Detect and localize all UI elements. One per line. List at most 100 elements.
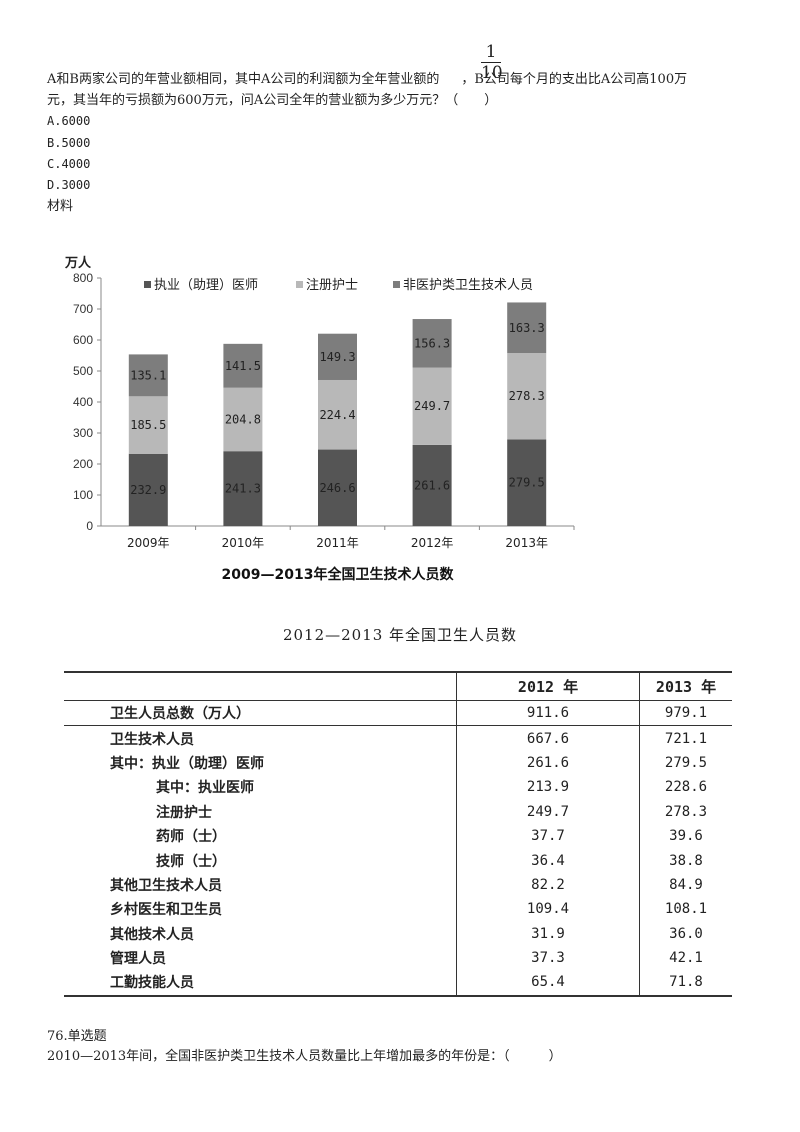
data-label: 204.8 [225,412,261,426]
table-row: 卫生技术人员 667.6 721.1 [64,725,732,751]
option-d[interactable]: D.3000 [47,178,91,192]
data-label: 278.3 [509,389,545,403]
table-row-label: 其中：执业医师 [156,780,254,797]
table-header-row: 2012 年 2013 年 [64,672,732,701]
table-cell-2012: 213.9 [456,775,640,800]
question-76-text: 2010—2013年间，全国非医护类卫生技术人员数量比上年增加最多的年份是：（ … [47,1049,562,1064]
data-label: 141.5 [225,359,261,373]
chart-bars: 232.9 185.5 135.1 241.3 204.8 141.5 246.6 224.4… [128,302,547,526]
question-line-2: 元，其当年的亏损额为600万元，问A公司全年的营业额为多少万元？（ ） [47,93,498,108]
table-cell-2013: 42.1 [639,945,732,971]
table-row: 药师（士） 37.7 39.6 [64,823,732,849]
option-c[interactable]: C.4000 [47,157,91,171]
table-cell-2013: 38.8 [639,848,732,873]
data-label: 224.4 [319,408,355,422]
table-cell-2013: 108.1 [639,897,732,922]
table-cell-2012: 911.6 [456,700,640,726]
table-row: 乡村医生和卫生员 109.4 108.1 [64,897,732,922]
table-cell-2013: 39.6 [639,823,732,849]
table-row: 技师（士） 36.4 38.8 [64,848,732,873]
x-tick-label: 2013年 [505,536,548,550]
table-row: 其中：执业医师 213.9 228.6 [64,775,732,800]
legend-entry: 非医护类卫生技术人员 [403,278,533,293]
table-row-label: 注册护士 [156,804,212,821]
table-cell-2013: 228.6 [639,775,732,800]
y-tick-label: 0 [86,519,93,533]
material-label: 材料 [47,199,74,214]
question-line-1-after: ，B公司每个月的支出比A公司高100万 [461,72,688,87]
table-cell-2012: 36.4 [456,848,640,873]
staff-table: 2012 年 2013 年 卫生人员总数（万人） 911.6 979.1 卫生技术人员… [64,671,732,997]
y-tick-label: 100 [73,488,93,502]
table-cell-2012: 261.6 [456,750,640,776]
table-title: 2012—2013 年全国卫生人员数 [282,626,518,644]
table-row-label: 其他技术人员 [110,926,194,943]
table-header-2013: 2013 年 [639,672,732,701]
chart-legend: 执业（助理）医师 注册护士 非医护类卫生技术人员 [144,278,533,293]
fraction-one-tenth: 1 10 [481,42,503,82]
legend-entry: 注册护士 [306,278,358,293]
y-tick-label: 300 [73,426,93,440]
bar-segment [507,302,547,354]
x-tick-label: 2011年 [316,536,359,550]
fraction-bar [481,62,501,63]
bar-segment [507,353,547,440]
bar-segment [318,379,357,450]
data-label: 279.5 [509,476,545,490]
bar-segment [223,451,263,526]
option-b[interactable]: B.5000 [47,136,91,150]
table-row-label: 乡村医生和卫生员 [110,902,222,919]
table-cell-2012: 249.7 [456,799,640,824]
table-header-2012: 2012 年 [456,672,640,701]
data-label: 163.3 [509,321,545,335]
bar-segment [507,439,547,526]
table-row-label: 其中：执业（助理）医师 [110,755,264,772]
legend-swatch [144,281,151,288]
table-cell-2012: 667.6 [456,725,640,751]
data-label: 261.6 [414,478,450,492]
table-cell-2012: 109.4 [456,897,640,922]
table-cell-2013: 721.1 [639,725,732,751]
legend-swatch [296,281,303,288]
table-header-label [64,672,457,701]
data-label: 185.5 [130,418,166,432]
x-tick-label: 2009年 [127,536,170,550]
data-label: 241.3 [225,482,261,496]
table-row-label: 技师（士） [156,853,226,870]
table-cell-2013: 278.3 [639,799,732,824]
y-tick-label: 700 [73,302,93,316]
data-label: 232.9 [130,483,166,497]
bar-segment [318,333,357,380]
table-row-label: 工勤技能人员 [110,975,194,992]
x-tick-label: 2010年 [222,536,265,550]
option-a[interactable]: A.6000 [47,114,91,128]
table-row: 注册护士 249.7 278.3 [64,799,732,824]
table-cell-2013: 279.5 [639,750,732,776]
table-cell-2013: 36.0 [639,921,732,946]
y-tick-label: 400 [73,395,93,409]
table-cell-2013: 84.9 [639,872,732,898]
bar-segment [412,319,452,368]
table-cell-2012: 37.7 [456,823,640,849]
table-body: 卫生人员总数（万人） 911.6 979.1 卫生技术人员 667.6 721.1 其中：执… [64,700,732,996]
bar-segment [223,343,263,388]
legend-swatch [393,281,400,288]
table-cell-2012: 82.2 [456,872,640,898]
data-label: 149.3 [319,350,355,364]
fraction-numerator: 1 [485,42,497,62]
x-tick-label: 2012年 [411,536,454,550]
table-cell-2012: 37.3 [456,945,640,971]
legend-entry: 执业（助理）医师 [154,278,258,293]
table-row: 工勤技能人员 65.4 71.8 [64,970,732,996]
bar-segment [412,444,452,526]
table-row: 其中：执业（助理）医师 261.6 279.5 [64,750,732,776]
table-row-label: 管理人员 [110,951,166,968]
data-label: 249.7 [414,399,450,413]
table-row-label: 卫生技术人员 [110,731,194,748]
table-row: 卫生人员总数（万人） 911.6 979.1 [64,700,732,726]
table-cell-2013: 979.1 [639,700,732,726]
table-row-label: 卫生人员总数（万人） [110,706,250,723]
question-line-1-before: A和B两家公司的年营业额相同，其中A公司的利润额为全年营业额的 [47,72,440,87]
table-row-label: 药师（士） [156,829,226,846]
